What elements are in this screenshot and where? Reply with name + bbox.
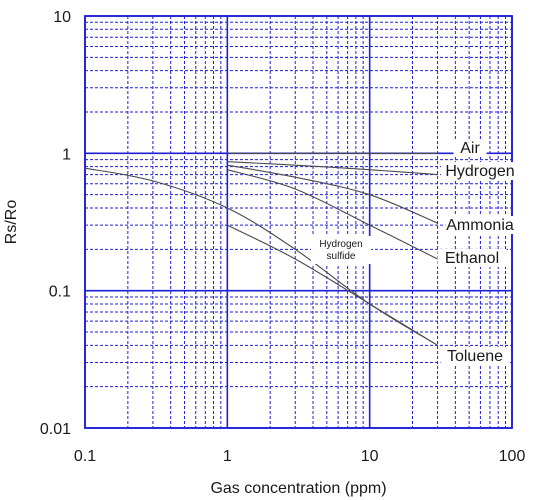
x-tick-label: 100 [499, 448, 526, 465]
series-label-bg-air [453, 139, 487, 157]
hydrogen-sulfide-note-line2: sulfide [327, 251, 356, 262]
y-axis-label: Rs/Ro [3, 200, 20, 245]
series-label-air: Air [460, 140, 480, 157]
series-label-toluene: Toluene [447, 348, 503, 365]
x-axis-tick-labels: 0.1 1 10 100 [74, 448, 526, 465]
series-line-ammonia [227, 164, 438, 224]
series-line-ethanol [227, 169, 438, 260]
y-tick-label: 1 [62, 146, 71, 163]
series-label-hydrogen: Hydrogen [445, 163, 514, 180]
series-label-bg-toluene [440, 347, 510, 365]
series-labels: Air Hydrogen Ammonia Ethanol Toluene [437, 139, 519, 365]
series-label-ammonia: Ammonia [446, 217, 514, 234]
x-tick-label: 0.1 [74, 448, 96, 465]
x-tick-label: 1 [223, 448, 232, 465]
series-label-bg-ethanol [437, 249, 507, 267]
series-label-bg-hydrogen [441, 162, 519, 180]
series-label-ethanol: Ethanol [445, 250, 499, 267]
y-axis-tick-labels: 0.01 0.1 1 10 [40, 9, 71, 438]
series-curves [84, 152, 438, 346]
series-line-toluene [227, 224, 438, 346]
x-tick-label: 10 [361, 448, 379, 465]
series-line-hydrogen [227, 161, 438, 176]
y-tick-label: 0.1 [49, 284, 71, 301]
hydrogen-sulfide-note-line1: Hydrogen [319, 239, 362, 250]
series-label-bg-ammonia [445, 216, 515, 234]
x-axis-label: Gas concentration (ppm) [210, 480, 386, 497]
y-tick-label: 10 [53, 9, 71, 26]
y-tick-label: 0.01 [40, 421, 71, 438]
hydrogen-sulfide-note-bg [311, 236, 371, 264]
